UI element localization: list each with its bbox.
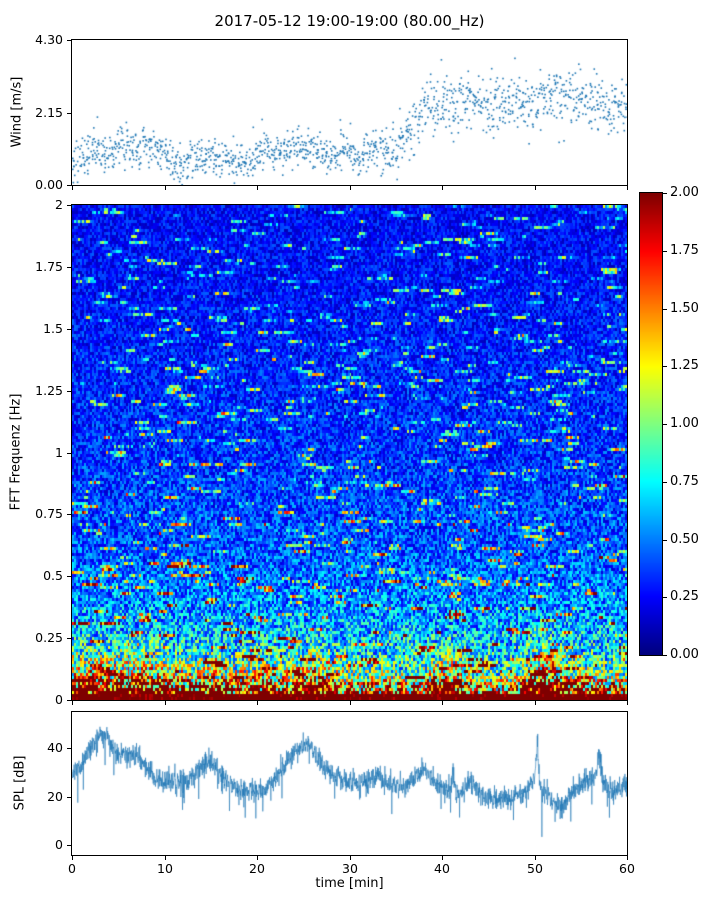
x-axis-label: time [min] <box>315 876 384 891</box>
y-tick-mark <box>67 391 71 392</box>
x-tick-label: 50 <box>527 861 543 876</box>
y-tick-mark <box>67 748 71 749</box>
y-tick-mark <box>67 205 71 206</box>
fft-spectrogram-plot <box>72 205 627 700</box>
x-tick-mark <box>442 856 443 860</box>
colorbar-tick-mark <box>663 482 667 483</box>
colorbar-tick-label: 0.50 <box>670 532 699 547</box>
y-tick-label: 0 <box>55 692 63 707</box>
y-tick-label: 20 <box>47 789 63 804</box>
y-tick-label: 0.75 <box>35 506 63 521</box>
y-tick-mark <box>67 514 71 515</box>
y-tick-label: 0.5 <box>43 568 63 583</box>
y-tick-mark <box>67 329 71 330</box>
colorbar-tick-mark <box>663 424 667 425</box>
y-tick-label: 1 <box>55 445 63 460</box>
x-tick-mark <box>535 701 536 705</box>
x-tick-mark <box>165 701 166 705</box>
x-tick-mark <box>350 701 351 705</box>
x-tick-mark <box>165 856 166 860</box>
x-tick-mark <box>442 701 443 705</box>
colorbar-tick-label: 1.75 <box>670 243 699 258</box>
y-tick-mark <box>67 40 71 41</box>
wind-scatter-plot <box>72 40 627 185</box>
colorbar-tick-label: 1.25 <box>670 358 699 373</box>
colorbar-tick-mark <box>663 366 667 367</box>
colorbar-tick-label: 0.00 <box>670 647 699 662</box>
x-tick-mark <box>535 856 536 860</box>
colorbar-tick-mark <box>663 655 667 656</box>
y-tick-label: 4.30 <box>35 32 63 47</box>
colorbar-tick-label: 0.75 <box>670 474 699 489</box>
y-tick-label: 2.15 <box>35 105 63 120</box>
y-tick-label: 0 <box>55 837 63 852</box>
y-tick-label: 1.75 <box>35 259 63 274</box>
y-tick-mark <box>67 267 71 268</box>
x-tick-mark <box>72 856 73 860</box>
y-tick-mark <box>67 700 71 701</box>
y-tick-mark <box>67 576 71 577</box>
x-tick-mark <box>72 186 73 190</box>
x-tick-mark <box>627 186 628 190</box>
x-tick-label: 0 <box>68 861 76 876</box>
x-tick-mark <box>257 856 258 860</box>
y-tick-mark <box>67 185 71 186</box>
x-tick-mark <box>535 186 536 190</box>
x-tick-mark <box>627 701 628 705</box>
y-tick-mark <box>67 797 71 798</box>
y-tick-label: 1.5 <box>43 321 63 336</box>
y-tick-mark <box>67 453 71 454</box>
y-tick-label: 2 <box>55 197 63 212</box>
x-tick-mark <box>627 856 628 860</box>
x-tick-mark <box>442 186 443 190</box>
spl-line-plot <box>72 712 627 855</box>
colorbar-tick-label: 1.50 <box>670 301 699 316</box>
colorbar-tick-mark <box>663 193 667 194</box>
x-tick-mark <box>165 186 166 190</box>
x-tick-mark <box>257 186 258 190</box>
y-tick-label: 40 <box>47 740 63 755</box>
x-tick-label: 10 <box>157 861 173 876</box>
x-tick-label: 40 <box>434 861 450 876</box>
colorbar-tick-mark <box>663 309 667 310</box>
x-tick-mark <box>350 186 351 190</box>
x-tick-mark <box>257 701 258 705</box>
y-tick-mark <box>67 113 71 114</box>
x-tick-mark <box>72 701 73 705</box>
x-tick-mark <box>350 856 351 860</box>
colorbar-tick-label: 1.00 <box>670 416 699 431</box>
y-tick-mark <box>67 638 71 639</box>
figure-title: 2017-05-12 19:00-19:00 (80.00_Hz) <box>214 12 485 30</box>
colorbar-tick-mark <box>663 540 667 541</box>
y-tick-label: 1.25 <box>35 383 63 398</box>
x-tick-label: 30 <box>342 861 358 876</box>
x-tick-label: 20 <box>249 861 265 876</box>
colorbar-tick-mark <box>663 597 667 598</box>
colorbar-tick-label: 2.00 <box>670 185 699 200</box>
y-tick-mark <box>67 845 71 846</box>
colorbar-tick-mark <box>663 251 667 252</box>
colorbar-gradient <box>640 193 662 655</box>
colorbar-tick-label: 0.25 <box>670 589 699 604</box>
y-tick-label: 0.25 <box>35 630 63 645</box>
x-tick-label: 60 <box>619 861 635 876</box>
y-tick-label: 0.00 <box>35 177 63 192</box>
